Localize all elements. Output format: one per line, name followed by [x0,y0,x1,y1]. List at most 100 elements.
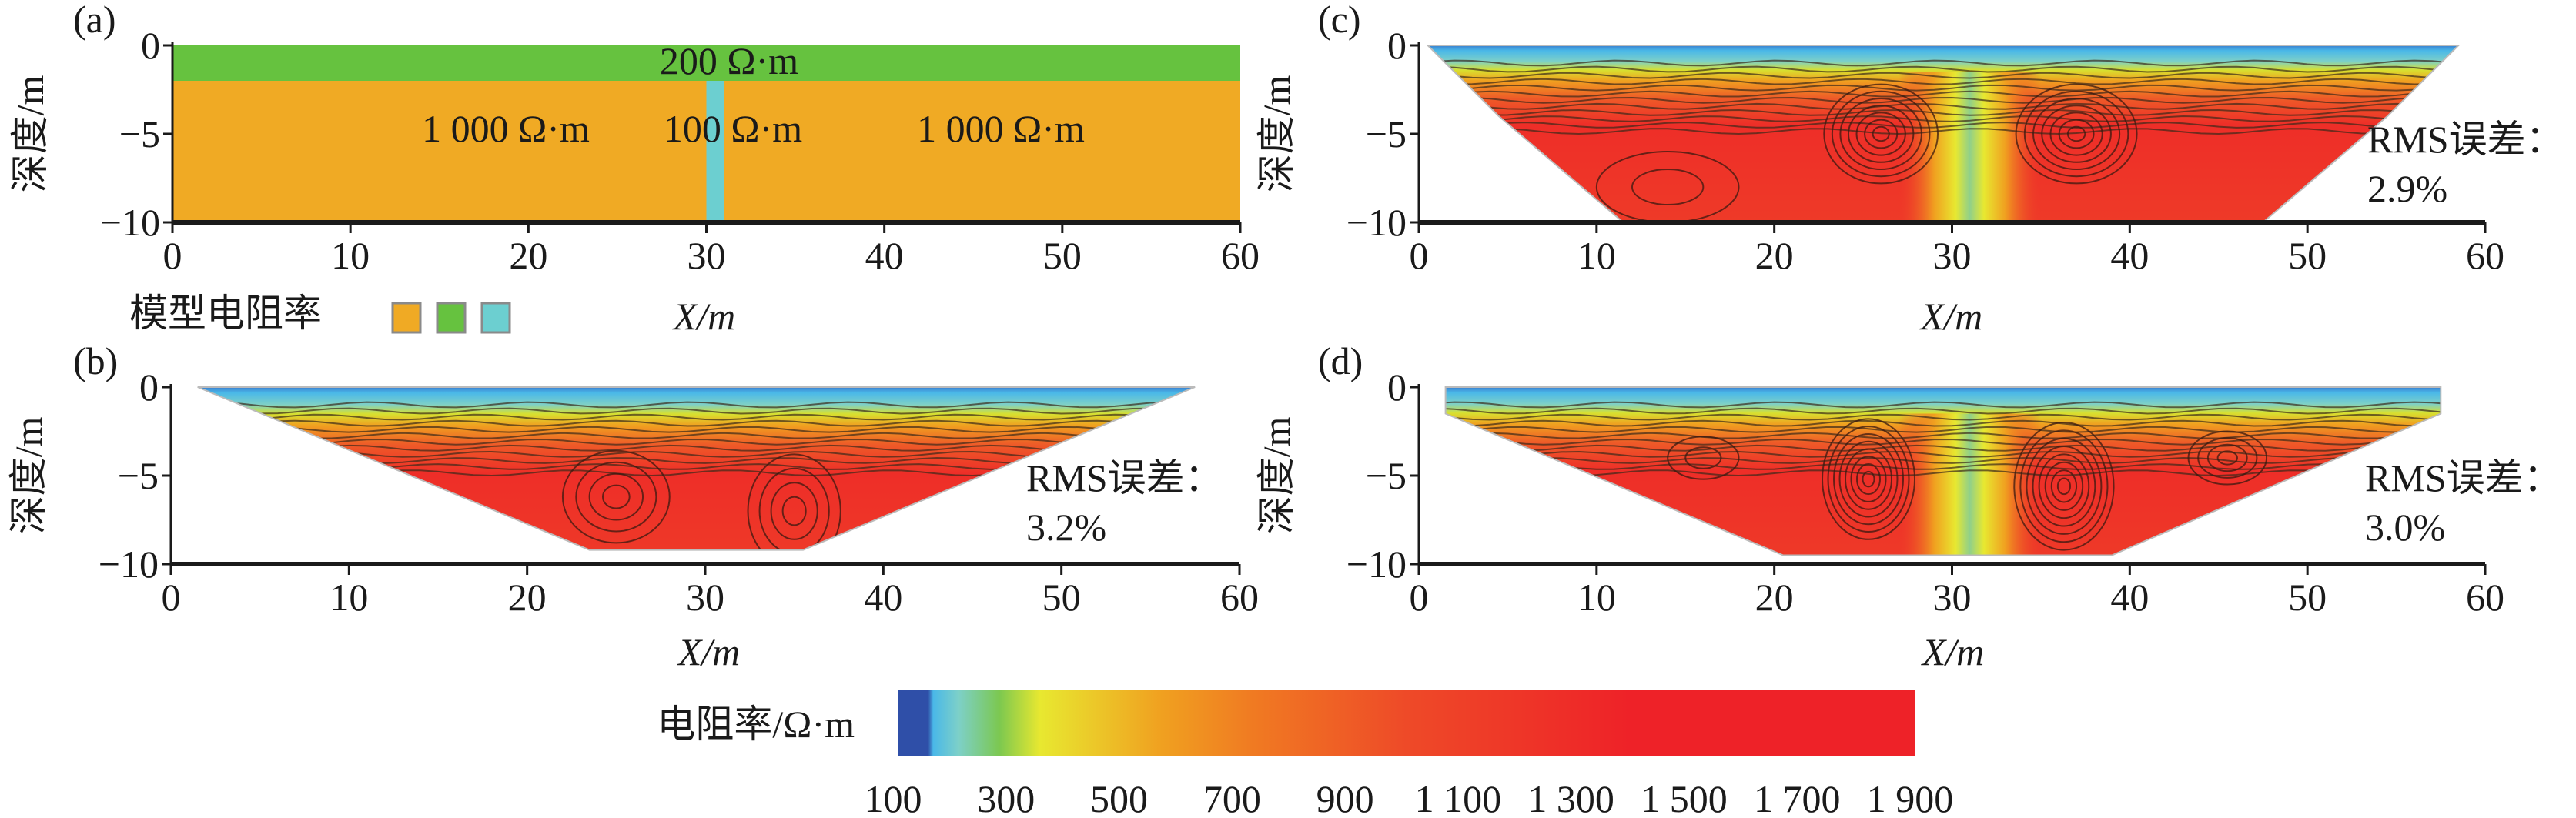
legend-swatch [436,302,467,334]
colorbar-tick-label: 500 [1090,777,1148,818]
contour-ring [1684,446,1722,469]
y-tick-label: −10 [100,201,160,244]
contour-ring [1847,105,1915,163]
contour-ring [1667,436,1740,480]
contour-ring [1832,432,1905,526]
contour-line [1445,413,2441,421]
rms-label: RMS误差： [2367,118,2564,161]
y-axis-label: 深度/m [7,417,50,535]
contour-line [1427,102,2459,110]
y-tick-label: 0 [141,24,160,67]
contour-line [1427,96,2459,104]
contour-line [197,407,1196,415]
x-tick-label: 60 [2466,576,2504,619]
x-axis-label: X/m [1921,630,1985,673]
y-tick-label: −5 [1366,112,1407,155]
contour-ring [1839,98,1922,170]
x-tick-label: 10 [331,234,370,277]
model-layer-0 [172,45,1240,81]
inversion-section [1445,387,2441,556]
contour-line [1427,65,2459,73]
contour-line [1445,438,2441,446]
x-tick-label: 0 [1410,576,1429,619]
low-resistivity-anomaly [1899,72,2041,222]
contour-line [1427,115,2459,122]
contour-line [1445,401,2441,409]
contour-ring [588,472,644,521]
y-axis-label: 深度/m [1255,417,1298,535]
contour-ring [561,449,671,544]
contour-line [1427,84,2459,92]
y-tick-label: 0 [1387,24,1407,67]
panel-label: (c) [1318,0,1361,41]
layer-resistivity-label: 200 Ω·m [660,39,798,82]
colorbar-tick-label: 100 [865,777,922,818]
rms-value: 3.0% [2365,506,2445,549]
contour-line [1445,432,2441,439]
colorbar-tick-label: 1 300 [1527,777,1614,818]
contour-ring [1838,440,1899,518]
model-layer-3 [724,81,1240,222]
contour-ring [2197,437,2258,479]
contour-ring [758,467,830,550]
panel-c: (c) RMS误差： 2.9% 0 10 20 30 40 50 60 0 −5 −10 深度/m X/m [1255,0,2564,338]
legend-label: 模型电阻率 [129,292,322,335]
rms-value: 2.9% [2367,167,2447,210]
colorbar-tick-label: 900 [1316,777,1374,818]
y-tick-label: 0 [1387,366,1407,409]
contour-ring [2019,429,2109,543]
x-tick-label: 10 [1577,576,1616,619]
contour-line [1427,109,2459,116]
x-tick-label: 20 [1755,234,1794,277]
contour-ring [2041,105,2112,163]
contour-ring [1823,83,1939,185]
contour-ring [2015,83,2138,185]
x-tick-label: 0 [163,234,182,277]
contour-line [1445,456,2441,464]
x-tick-label: 60 [2466,234,2504,277]
rms-label: RMS误差： [1026,456,1223,499]
contour-ring [575,461,657,533]
contour-ring [1872,125,1890,142]
contour-ring [2050,469,2078,503]
layer-resistivity-label: 1 000 Ω·m [917,107,1085,150]
colorbar-tick-label: 700 [1203,777,1261,818]
contour-line [1445,407,2441,415]
x-axis-label: X/m [672,295,736,338]
x-tick-label: 40 [865,234,904,277]
legend-swatch [391,302,422,334]
y-tick-label: −5 [1366,454,1407,497]
contour-ring [2044,461,2084,511]
x-tick-label: 30 [687,234,726,277]
x-tick-label: 40 [2110,234,2149,277]
contour-ring [1862,470,1875,488]
contour-ring [1821,418,1916,540]
contour-line [197,432,1196,439]
contour-ring [1831,90,1931,178]
x-tick-label: 20 [1755,576,1794,619]
contour-ring [2038,453,2090,519]
contour-line [1427,122,2459,129]
x-tick-label: 40 [2110,576,2149,619]
y-axis-label: 深度/m [1255,75,1298,193]
y-tick-label: −10 [1347,201,1407,244]
contour-line [1427,78,2459,85]
colorbar-tick-label: 300 [977,777,1035,818]
contour-ring [2058,119,2095,149]
contour-line [1445,444,2441,452]
contour-line [1427,128,2459,135]
contour-ring [1850,456,1887,502]
model-layer-1 [172,81,707,222]
y-tick-label: −10 [99,543,159,586]
x-tick-label: 50 [2288,576,2327,619]
section-outline [197,386,1196,551]
contour-ring [1631,169,1705,205]
x-tick-label: 60 [1221,234,1260,277]
colorbar-tick-label: 1 700 [1754,777,1841,818]
x-tick-label: 40 [864,576,902,619]
panel-d: (d) RMS误差： 3.0% 0 10 20 30 40 50 60 0 −5 −10 深度/m X/m [1255,339,2562,673]
rms-value: 3.2% [1026,506,1106,549]
y-tick-label: −5 [118,454,159,497]
